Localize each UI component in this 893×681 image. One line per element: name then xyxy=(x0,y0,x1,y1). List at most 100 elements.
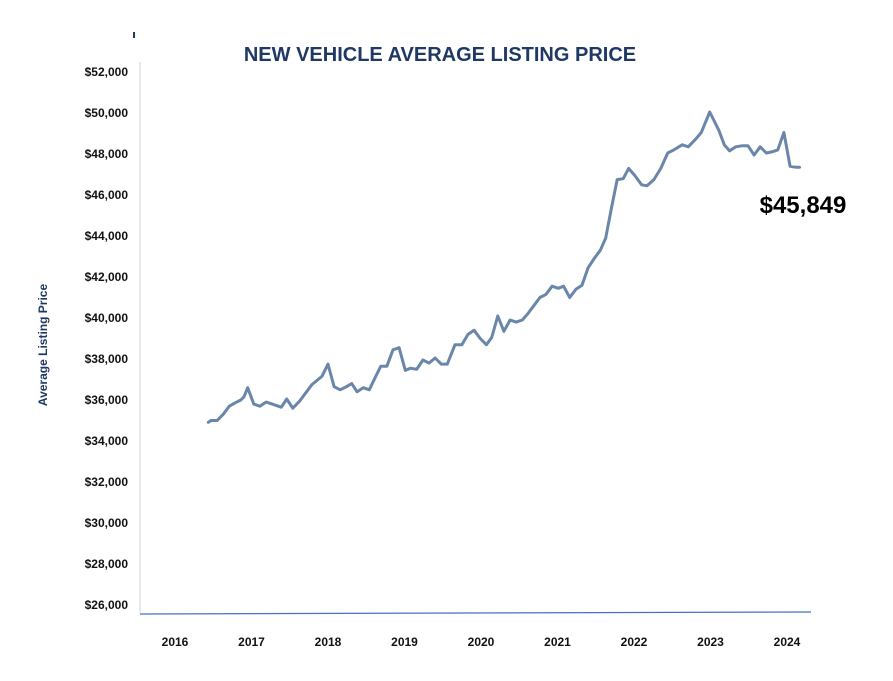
data-point xyxy=(723,143,726,146)
data-point xyxy=(427,361,431,365)
data-point xyxy=(599,249,602,252)
data-point xyxy=(740,144,744,147)
y-tick-label: $34,000 xyxy=(85,434,129,448)
data-point xyxy=(233,401,236,405)
data-point xyxy=(326,362,330,366)
data-point xyxy=(640,183,643,186)
data-point xyxy=(298,399,301,403)
data-point xyxy=(645,184,649,187)
data-point xyxy=(209,419,213,422)
x-tick-label: 2023 xyxy=(697,635,724,649)
data-point xyxy=(385,364,389,368)
y-tick-label: $42,000 xyxy=(85,270,129,284)
chart-title: NEW VEHICLE AVERAGE LISTING PRICE xyxy=(244,44,636,66)
data-point xyxy=(586,266,590,269)
data-point xyxy=(496,314,500,318)
x-tick-label: 2021 xyxy=(544,635,571,649)
data-point xyxy=(700,131,703,134)
data-point xyxy=(514,320,518,324)
y-tick-label: $50,000 xyxy=(85,106,129,120)
data-point xyxy=(433,356,437,360)
data-point xyxy=(627,167,630,170)
data-point xyxy=(538,296,542,299)
data-point xyxy=(568,296,571,299)
data-point xyxy=(350,382,353,385)
y-tick-label: $28,000 xyxy=(85,557,129,571)
data-point xyxy=(615,178,619,181)
data-point xyxy=(580,284,584,287)
y-tick-label: $48,000 xyxy=(85,147,129,161)
data-point xyxy=(472,329,476,332)
data-point xyxy=(485,343,488,346)
data-point xyxy=(776,148,780,152)
data-point xyxy=(532,304,535,307)
data-point xyxy=(345,385,348,388)
y-tick-label: $38,000 xyxy=(85,352,129,366)
data-point xyxy=(304,391,308,395)
data-point xyxy=(332,385,336,388)
data-point xyxy=(728,149,731,153)
x-tick-label: 2018 xyxy=(315,635,342,649)
data-point xyxy=(479,337,482,340)
data-point xyxy=(361,386,365,389)
data-point xyxy=(310,383,314,386)
data-point xyxy=(508,318,512,322)
data-point xyxy=(550,285,554,288)
y-tick-label: $30,000 xyxy=(85,516,129,530)
data-point xyxy=(397,346,401,349)
data-point xyxy=(246,386,249,389)
data-point xyxy=(270,402,274,406)
series-line xyxy=(207,110,800,424)
data-point xyxy=(557,287,560,290)
data-point xyxy=(391,348,395,351)
data-point xyxy=(798,166,802,169)
x-tick-label: 2016 xyxy=(162,635,189,649)
data-point xyxy=(446,362,449,366)
data-point xyxy=(672,148,675,152)
data-point xyxy=(652,178,656,181)
data-point xyxy=(409,367,412,370)
data-point xyxy=(258,404,262,408)
data-point xyxy=(544,293,548,296)
data-point xyxy=(752,153,756,157)
data-point xyxy=(574,288,578,291)
data-point xyxy=(206,421,210,424)
data-point xyxy=(794,166,798,169)
data-point xyxy=(291,407,295,410)
x-axis-line xyxy=(139,611,812,615)
x-tick-label: 2022 xyxy=(621,635,648,649)
x-tick-label: 2020 xyxy=(468,635,495,649)
data-point xyxy=(373,377,376,380)
data-point xyxy=(734,145,737,149)
data-point xyxy=(593,257,596,260)
data-point xyxy=(687,145,690,149)
data-point xyxy=(759,145,762,149)
data-point xyxy=(404,369,407,372)
data-point xyxy=(252,402,255,406)
data-point xyxy=(788,165,792,168)
data-point xyxy=(610,205,614,208)
data-point xyxy=(453,343,457,346)
data-point xyxy=(633,174,636,177)
data-point xyxy=(280,405,283,409)
data-point xyxy=(339,388,342,391)
y-tick-label: $52,000 xyxy=(85,65,129,79)
data-point xyxy=(502,330,506,333)
data-point xyxy=(521,318,524,322)
data-point xyxy=(694,138,697,141)
data-point xyxy=(239,398,242,402)
data-point xyxy=(708,110,711,114)
data-point xyxy=(659,167,662,170)
data-point xyxy=(526,312,529,316)
data-point xyxy=(765,151,768,155)
y-tick-label: $46,000 xyxy=(85,188,129,202)
data-point xyxy=(277,404,280,408)
data-point xyxy=(421,358,425,362)
data-point xyxy=(228,404,231,408)
data-point xyxy=(782,131,786,134)
data-point xyxy=(746,144,750,147)
latest-value-annotation: $45,849 xyxy=(760,192,847,219)
data-point xyxy=(460,343,464,346)
y-tick-label: $40,000 xyxy=(85,311,129,325)
data-point xyxy=(680,143,684,146)
